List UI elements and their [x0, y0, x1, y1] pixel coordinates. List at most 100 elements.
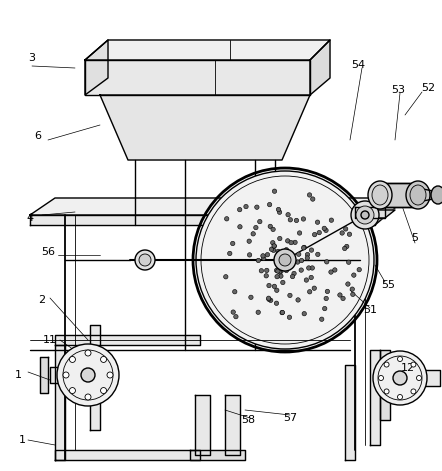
- Polygon shape: [380, 183, 418, 207]
- Polygon shape: [30, 198, 395, 215]
- Circle shape: [267, 284, 271, 288]
- Text: 58: 58: [241, 415, 255, 425]
- Circle shape: [341, 296, 345, 300]
- Circle shape: [254, 226, 258, 230]
- Circle shape: [258, 219, 262, 224]
- Polygon shape: [40, 357, 48, 393]
- Ellipse shape: [368, 181, 392, 209]
- Text: 54: 54: [351, 60, 365, 70]
- Text: 2: 2: [38, 295, 46, 305]
- Polygon shape: [85, 40, 108, 95]
- Circle shape: [324, 260, 329, 264]
- Circle shape: [347, 260, 351, 264]
- Polygon shape: [55, 450, 200, 460]
- Circle shape: [248, 253, 252, 257]
- Circle shape: [85, 350, 91, 356]
- Circle shape: [286, 239, 290, 243]
- Ellipse shape: [410, 185, 426, 205]
- Ellipse shape: [393, 371, 407, 385]
- Circle shape: [294, 218, 299, 223]
- Circle shape: [231, 310, 236, 314]
- Circle shape: [284, 268, 289, 273]
- Circle shape: [293, 240, 297, 244]
- Circle shape: [302, 245, 306, 250]
- Circle shape: [350, 287, 354, 292]
- Circle shape: [305, 256, 309, 260]
- Circle shape: [302, 311, 306, 316]
- Ellipse shape: [356, 206, 374, 224]
- Circle shape: [305, 252, 310, 257]
- Circle shape: [346, 282, 350, 286]
- Circle shape: [265, 252, 270, 257]
- Circle shape: [268, 298, 273, 302]
- Circle shape: [274, 268, 279, 273]
- Circle shape: [329, 218, 334, 222]
- Circle shape: [333, 268, 337, 272]
- Ellipse shape: [372, 185, 388, 205]
- Ellipse shape: [274, 249, 296, 271]
- Circle shape: [280, 310, 284, 315]
- Circle shape: [297, 252, 301, 256]
- Polygon shape: [195, 395, 210, 455]
- Circle shape: [249, 295, 253, 300]
- Polygon shape: [90, 325, 100, 430]
- Polygon shape: [380, 350, 390, 420]
- Circle shape: [278, 266, 282, 270]
- Polygon shape: [355, 210, 395, 218]
- Polygon shape: [100, 95, 310, 160]
- Circle shape: [280, 310, 285, 315]
- Circle shape: [288, 218, 293, 222]
- Text: 3: 3: [28, 53, 35, 63]
- Circle shape: [259, 268, 263, 273]
- Circle shape: [351, 292, 355, 297]
- Polygon shape: [85, 40, 330, 60]
- Polygon shape: [400, 370, 440, 386]
- Circle shape: [322, 226, 327, 230]
- Circle shape: [271, 248, 276, 252]
- Circle shape: [347, 232, 352, 236]
- Circle shape: [279, 269, 283, 274]
- Circle shape: [267, 203, 272, 207]
- Circle shape: [276, 249, 280, 253]
- Circle shape: [378, 375, 384, 381]
- Text: 11: 11: [43, 335, 57, 345]
- Circle shape: [271, 227, 275, 232]
- Circle shape: [228, 251, 232, 256]
- Text: 51: 51: [363, 305, 377, 315]
- Circle shape: [265, 268, 269, 273]
- Circle shape: [63, 372, 69, 378]
- Circle shape: [244, 204, 248, 209]
- Ellipse shape: [431, 186, 442, 204]
- Circle shape: [69, 357, 76, 363]
- Circle shape: [323, 307, 327, 311]
- Circle shape: [282, 264, 286, 269]
- Circle shape: [278, 269, 282, 274]
- Circle shape: [232, 290, 237, 294]
- Circle shape: [317, 230, 321, 235]
- Circle shape: [397, 357, 403, 362]
- Circle shape: [324, 296, 328, 300]
- Circle shape: [286, 212, 290, 217]
- Circle shape: [262, 256, 266, 260]
- Circle shape: [272, 189, 277, 194]
- Polygon shape: [190, 450, 245, 460]
- Circle shape: [274, 288, 279, 292]
- Circle shape: [276, 207, 281, 211]
- Ellipse shape: [193, 168, 377, 352]
- Circle shape: [301, 246, 306, 250]
- Circle shape: [325, 289, 330, 293]
- Circle shape: [304, 278, 309, 282]
- Polygon shape: [50, 367, 88, 383]
- Circle shape: [224, 275, 228, 279]
- Circle shape: [279, 274, 283, 278]
- Circle shape: [267, 297, 271, 301]
- Ellipse shape: [139, 254, 151, 266]
- Circle shape: [308, 290, 312, 294]
- Polygon shape: [345, 365, 355, 460]
- Circle shape: [397, 395, 403, 399]
- Text: 5: 5: [412, 233, 419, 243]
- Circle shape: [307, 266, 311, 270]
- Ellipse shape: [135, 250, 155, 270]
- Ellipse shape: [57, 344, 119, 406]
- Circle shape: [269, 247, 274, 252]
